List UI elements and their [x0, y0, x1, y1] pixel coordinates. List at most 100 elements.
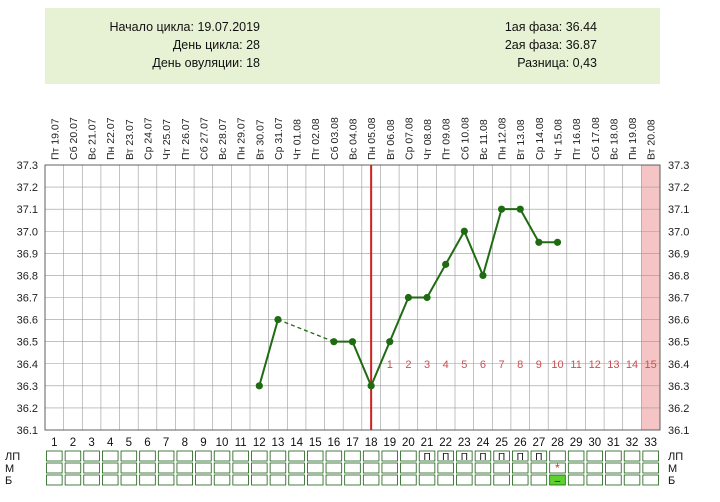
row-cell — [83, 462, 100, 474]
row-cell — [195, 474, 212, 486]
row-mark: П — [442, 452, 449, 463]
row-cell — [642, 474, 659, 486]
row-cell — [307, 450, 324, 462]
day-number: 16 — [327, 437, 340, 449]
row-cell — [102, 450, 119, 462]
row-cell — [456, 474, 473, 486]
row-cell — [362, 450, 380, 462]
row-cell — [418, 462, 436, 474]
date-label: Ср 31.07 — [273, 117, 285, 160]
luteal-day-label: 1 — [387, 359, 393, 371]
row-cell — [344, 450, 361, 462]
y-tick-left: 37.2 — [17, 182, 38, 194]
date-label: Пт 16.08 — [571, 118, 583, 160]
date-label: Вт 20.08 — [646, 119, 658, 160]
row-cell — [325, 474, 343, 486]
data-point — [348, 338, 357, 346]
day-number: 33 — [644, 437, 657, 449]
date-label: Чт 08.08 — [422, 119, 434, 160]
data-point — [330, 338, 338, 346]
date-label: Вт 06.08 — [385, 119, 397, 160]
row-cell — [46, 474, 63, 486]
date-label: Сб 17.08 — [590, 117, 602, 160]
y-tick-right: 36.5 — [668, 337, 689, 349]
row-cell — [456, 450, 473, 462]
day-number: 4 — [107, 437, 114, 449]
row-cell — [325, 462, 343, 474]
series-line-segment — [258, 319, 279, 387]
row-cell — [307, 474, 324, 486]
data-point — [386, 338, 394, 346]
day-number: 23 — [458, 437, 471, 449]
data-point — [423, 293, 431, 302]
row-cell — [549, 462, 566, 474]
day-number: 9 — [200, 437, 206, 449]
y-tick-right: 37.2 — [668, 182, 689, 194]
date-label: Вс 18.08 — [608, 118, 620, 160]
y-tick-left: 36.2 — [17, 403, 38, 415]
row-cell — [493, 450, 510, 462]
y-tick-left: 36.6 — [17, 315, 38, 327]
date-label: Пн 12.08 — [497, 117, 509, 160]
day-number: 29 — [570, 437, 583, 449]
y-tick-right: 36.7 — [668, 293, 689, 305]
luteal-day-label: 4 — [443, 359, 449, 371]
date-label: Вс 21.07 — [87, 118, 99, 160]
row-cell — [251, 462, 268, 474]
day-number: 26 — [514, 437, 527, 449]
row-cell — [269, 462, 287, 474]
luteal-day-label: 11 — [570, 359, 581, 371]
row-cell — [418, 474, 436, 486]
row-cell — [64, 462, 82, 474]
y-tick-left: 36.4 — [17, 359, 38, 371]
row-cell — [176, 462, 193, 474]
series-line-segment — [370, 341, 391, 387]
difference-text: Разница: 0,43 — [517, 56, 597, 70]
day-number: 14 — [290, 437, 303, 449]
y-tick-right: 37.3 — [668, 160, 689, 172]
y-tick-left: 36.3 — [17, 381, 38, 393]
row-cell — [64, 450, 82, 462]
y-tick-right: 36.3 — [668, 381, 689, 393]
date-label: Вт 30.07 — [254, 119, 266, 160]
data-point — [479, 271, 487, 280]
row-cell — [102, 462, 119, 474]
y-tick-left: 37.0 — [17, 226, 38, 238]
row-cell — [362, 462, 380, 474]
y-tick-left: 36.9 — [17, 248, 38, 260]
row-label-left: ЛП — [5, 451, 20, 463]
row-cell — [83, 474, 100, 486]
data-point — [274, 315, 282, 324]
plot-frame — [44, 164, 661, 431]
series-line-segment — [426, 263, 447, 298]
row-cell — [344, 474, 361, 486]
data-point — [255, 382, 263, 390]
row-mark: П — [517, 452, 524, 463]
row-cell — [213, 450, 231, 462]
row-cell — [493, 462, 510, 474]
date-label: Чт 25.07 — [161, 119, 173, 160]
day-number: 3 — [88, 437, 94, 449]
day-number: 12 — [253, 437, 266, 449]
date-label: Пт 09.08 — [441, 118, 453, 160]
row-cell — [120, 450, 138, 462]
y-tick-left: 36.1 — [17, 425, 38, 437]
date-label: Пт 02.08 — [310, 118, 322, 160]
day-number: 1 — [51, 437, 57, 449]
row-cell — [46, 450, 63, 462]
row-cell — [176, 474, 193, 486]
row-cell — [437, 450, 454, 462]
data-point — [442, 260, 450, 268]
date-label: Вс 04.08 — [348, 118, 360, 160]
row-cell — [213, 474, 231, 486]
y-tick-left: 37.3 — [17, 160, 38, 172]
row-cell — [530, 462, 548, 474]
date-label: Чт 01.08 — [292, 119, 304, 160]
date-label: Сб 20.07 — [68, 117, 80, 160]
day-number: 22 — [439, 437, 452, 449]
y-tick-left: 36.5 — [17, 337, 38, 349]
y-tick-right: 37.1 — [668, 204, 689, 216]
cycle-day-text: День цикла: 28 — [172, 38, 260, 52]
row-cell — [325, 450, 343, 462]
y-tick-right: 36.6 — [668, 315, 689, 327]
